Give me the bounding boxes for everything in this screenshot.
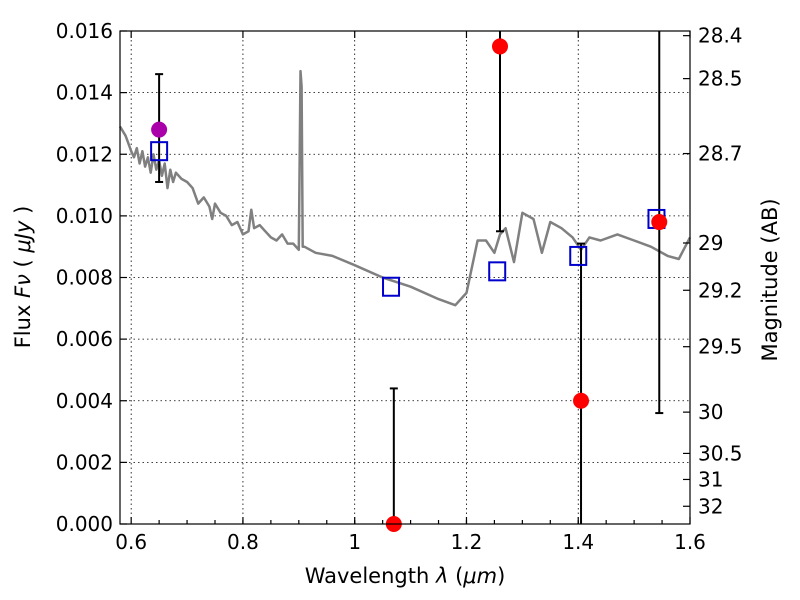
y-tick-label: 0.008 <box>56 266 113 290</box>
x-tick-label: 1.2 <box>451 530 483 554</box>
y-tick-label: 0.006 <box>56 327 113 351</box>
y2-tick-label: 30 <box>698 400 723 424</box>
y-axis-title: Flux Fν ( μJy ) <box>11 206 35 349</box>
x-tick-label: 1.4 <box>562 530 594 554</box>
y2-tick-label: 30.5 <box>698 441 743 465</box>
x-tick-label: 0.8 <box>227 530 259 554</box>
x-tick-label: 1 <box>348 530 361 554</box>
y2-tick-label: 28.4 <box>698 24 743 48</box>
observed-flux-point <box>573 392 590 409</box>
model-photometry-square <box>382 276 401 297</box>
observed-flux-point <box>492 38 508 55</box>
y-tick-label: 0.002 <box>56 450 113 474</box>
y-tick-label: 0.010 <box>56 204 113 228</box>
y2-tick-label: 29 <box>698 231 723 255</box>
y2-tick-label: 28.5 <box>698 67 743 91</box>
model-photometry-square <box>569 245 588 266</box>
y-tick-label: 0.000 <box>56 512 113 536</box>
axis-ticks: 0.6 0.8 1 1.2 1.4 1.6 0.000 0.002 0.004 0.006 0.00… <box>56 19 743 554</box>
y2-tick-label: 29.2 <box>698 278 743 302</box>
observed-flux-point <box>151 121 168 138</box>
y2-tick-label: 28.7 <box>698 142 743 166</box>
sed-template-layer <box>118 69 692 307</box>
y-tick-label: 0.014 <box>56 81 113 105</box>
y2-axis-title: Magnitude (AB) <box>758 198 782 361</box>
x-tick-label: 0.6 <box>115 530 147 554</box>
y2-tick-label: 32 <box>698 494 723 518</box>
sed-template-line <box>118 69 692 307</box>
model-photometry-square <box>488 261 507 282</box>
y-tick-label: 0.016 <box>56 19 113 43</box>
observed-flux-point <box>651 214 668 231</box>
y-tick-label: 0.004 <box>56 389 113 413</box>
data-markers <box>150 38 668 532</box>
y-tick-label: 0.012 <box>56 142 113 166</box>
x-axis-title: Wavelength λ (μm) <box>305 564 506 588</box>
grid-lines <box>120 30 691 525</box>
y2-tick-label: 29.5 <box>698 335 743 359</box>
y2-tick-label: 31 <box>698 467 723 491</box>
x-tick-label: 1.6 <box>674 530 706 554</box>
model-photometry-square <box>150 141 169 162</box>
